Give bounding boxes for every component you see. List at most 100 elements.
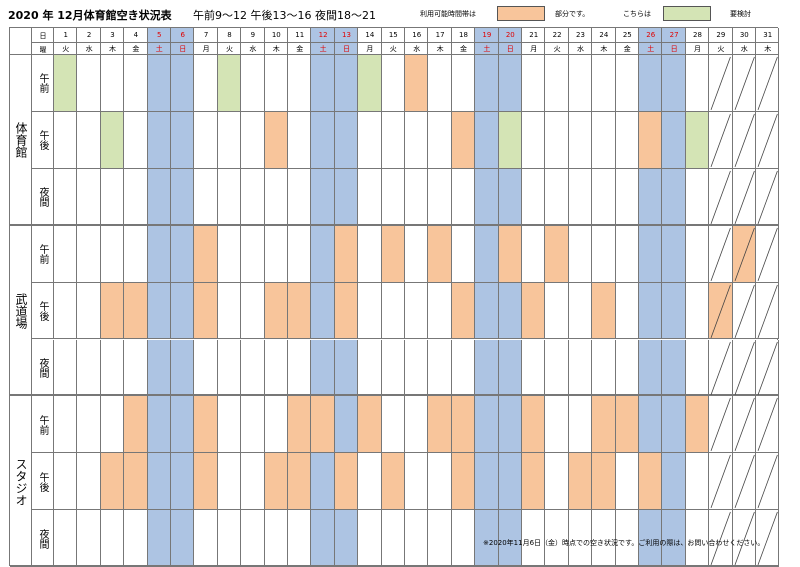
day-number: 27 (669, 31, 679, 39)
slot-cell (475, 396, 499, 454)
slot-cell (592, 453, 616, 511)
slot-cell (358, 396, 382, 454)
slot-cell (451, 55, 476, 112)
slot-cell (147, 225, 171, 283)
weekday-cell (498, 43, 522, 55)
slot-cell (217, 168, 242, 226)
slot-cell (77, 339, 101, 397)
slot-cell (662, 396, 686, 454)
weekday-label: 日 (670, 45, 678, 53)
slot-cell (381, 396, 405, 454)
slot-cell (124, 339, 148, 397)
weekday-cell (100, 43, 125, 55)
period-cell (32, 282, 54, 340)
slot-cell (568, 225, 593, 283)
day-number-cell (522, 28, 546, 43)
weekday-cell (522, 43, 546, 55)
period-cell (32, 225, 54, 283)
day-number: 17 (435, 31, 445, 39)
day-number-cell (568, 28, 593, 43)
availability-grid: 日曜 1 火 2 水 3 木 4 金 5 土 6 日 7 月 8 火 9 水 10 木 11 金 12 土 13 日 14 月 15 火 16… (9, 27, 780, 567)
slot-cell (545, 55, 569, 112)
slot-cell (54, 168, 78, 226)
period-label: 午前 (37, 414, 48, 435)
slot-cell (639, 339, 663, 397)
slot-cell (662, 282, 686, 340)
slot-cell (545, 396, 569, 454)
weekday-label: 火 (389, 45, 397, 53)
day-number: 1 (63, 31, 68, 39)
slot-cell (381, 111, 405, 169)
slot-cell (77, 225, 101, 283)
slot-cell (194, 168, 218, 226)
day-number-cell (54, 28, 78, 43)
slot-cell (732, 55, 756, 112)
slot-cell (194, 55, 218, 112)
weekday-cell (171, 43, 195, 55)
slot-cell (522, 55, 546, 112)
slot-cell (475, 453, 499, 511)
slot-cell (100, 396, 125, 454)
slot-cell (288, 396, 312, 454)
slot-cell (100, 453, 125, 511)
slot-cell (662, 453, 686, 511)
slot-cell (522, 225, 546, 283)
slot-cell (498, 55, 522, 112)
slot-cell (451, 396, 476, 454)
slot-cell (54, 282, 78, 340)
slot-cell (288, 339, 312, 397)
weekday-cell (358, 43, 382, 55)
slot-cell (358, 111, 382, 169)
slot-cell (756, 339, 780, 397)
day-number: 15 (388, 31, 398, 39)
slot-cell (592, 225, 616, 283)
day-number: 20 (505, 31, 515, 39)
slot-cell (124, 55, 148, 112)
slot-cell (264, 55, 288, 112)
slot-cell (358, 282, 382, 340)
slot-cell (522, 396, 546, 454)
slot-cell (241, 55, 265, 112)
day-number: 19 (482, 31, 492, 39)
weekday-cell (311, 43, 335, 55)
day-header-cell (32, 28, 54, 43)
slot-cell (592, 396, 616, 454)
slot-cell (545, 282, 569, 340)
legend-review-prefix: こちらは (623, 10, 651, 18)
day-number: 5 (157, 31, 162, 39)
slot-cell (77, 168, 101, 226)
weekday-cell (428, 43, 452, 55)
slot-cell (475, 168, 499, 226)
weekday-label: 水 (740, 45, 748, 53)
slot-cell (171, 282, 195, 340)
slot-cell (451, 111, 476, 169)
day-number: 4 (133, 31, 139, 39)
weekday-label: 火 (717, 45, 725, 53)
slot-cell (568, 168, 593, 226)
slot-cell (381, 55, 405, 112)
facility-cell (10, 55, 32, 226)
slot-cell (334, 396, 359, 454)
slot-cell (451, 339, 476, 397)
slot-cell (428, 339, 452, 397)
slot-cell (615, 453, 639, 511)
slot-cell (288, 168, 312, 226)
weekday-cell (592, 43, 616, 55)
slot-cell (194, 339, 218, 397)
slot-cell (405, 339, 429, 397)
slot-cell (545, 168, 569, 226)
slot-cell (662, 111, 686, 169)
slot-cell (171, 55, 195, 112)
slot-cell (311, 396, 335, 454)
period-cell (32, 453, 54, 511)
day-number: 28 (693, 31, 702, 39)
day-number-cell (405, 28, 429, 43)
day-number: 21 (529, 31, 539, 39)
slot-cell (639, 111, 663, 169)
slot-cell (217, 225, 242, 283)
slot-cell (54, 339, 78, 397)
weekday-cell (685, 43, 710, 55)
legend-available-suffix: 部分です。 (555, 10, 590, 18)
slot-cell (381, 339, 405, 397)
slot-cell (358, 168, 382, 226)
